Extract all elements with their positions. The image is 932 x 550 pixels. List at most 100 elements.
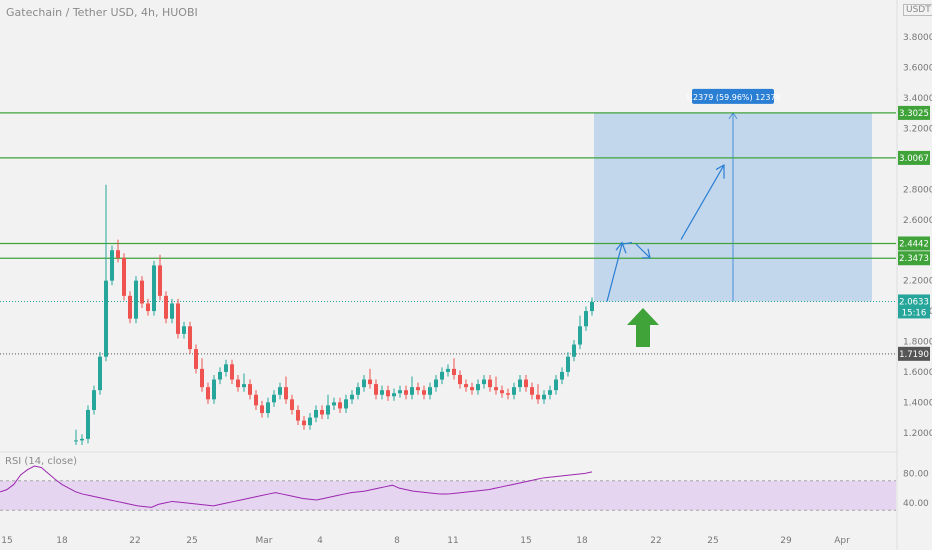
x-tick-label: 18 <box>576 536 588 546</box>
y-tick-label: 1.2000 <box>903 429 932 439</box>
level-price-tag <box>898 150 930 165</box>
candle-body <box>92 390 96 410</box>
candle-body <box>584 311 588 327</box>
x-tick-label: 25 <box>707 536 718 546</box>
currency-unit-badge[interactable]: USDT <box>903 4 932 16</box>
candle-body <box>110 250 114 281</box>
candle-body <box>476 384 480 391</box>
dotted-level-tag <box>898 294 930 319</box>
x-tick-label: 29 <box>780 536 792 546</box>
candle-body <box>566 356 570 372</box>
candle-body <box>344 399 348 409</box>
candle-body <box>182 326 186 334</box>
candle-body <box>332 402 336 406</box>
candle-body <box>290 399 294 410</box>
candle-body <box>338 402 342 409</box>
level-price-tag <box>898 105 930 120</box>
candle-body <box>200 368 204 388</box>
candle-body <box>230 364 234 380</box>
projection-path-2 <box>635 243 651 259</box>
level-price-label: 3.0067 <box>899 154 929 164</box>
candle-body <box>590 301 594 312</box>
candle-body <box>176 303 180 334</box>
y-tick-label: 2.6000 <box>903 216 932 226</box>
x-tick-label: 25 <box>186 536 197 546</box>
candle-body <box>404 390 408 395</box>
candle-body <box>302 420 306 426</box>
candle-body <box>266 402 270 414</box>
y-tick-label: 1.6000 <box>903 368 932 378</box>
candle-body <box>128 295 132 319</box>
x-tick-label: 18 <box>56 536 68 546</box>
x-tick-label: Mar <box>256 536 273 546</box>
candle-body <box>194 349 198 369</box>
projection-path-3 <box>680 164 725 240</box>
dotted-level-tag <box>898 346 930 361</box>
candle-body <box>236 379 240 388</box>
candle-body <box>134 280 138 319</box>
level-price-tag <box>898 251 930 266</box>
candle-body <box>422 390 426 395</box>
candle-body <box>254 394 258 406</box>
candle-body <box>206 387 210 400</box>
candle-body <box>218 371 222 380</box>
candle-body <box>278 387 282 395</box>
candle-body <box>116 250 120 258</box>
candle-body <box>494 387 498 391</box>
countdown-label: 15:16 <box>902 308 927 318</box>
candle-body <box>212 379 216 400</box>
x-tick-label: 22 <box>650 536 661 546</box>
candle-body <box>152 265 156 312</box>
y-tick-label: 3.2000 <box>903 125 932 135</box>
candle-body <box>560 371 564 380</box>
candle-body <box>170 303 174 319</box>
projection-arrowhead-2 <box>642 248 651 259</box>
candle-body <box>554 379 558 391</box>
candle-body <box>548 390 552 395</box>
y-tick-label: 3.6000 <box>903 64 932 74</box>
candle-body <box>326 405 330 415</box>
rsi-tick-label: 80.00 <box>903 469 929 479</box>
candle-body <box>374 384 378 395</box>
candle-body <box>248 384 252 395</box>
rsi-label: RSI (14, close) <box>5 456 78 467</box>
candle-body <box>530 387 534 395</box>
candle-body <box>80 438 84 441</box>
candle-body <box>416 387 420 391</box>
candle-body <box>386 390 390 397</box>
candle-body <box>410 387 414 395</box>
candle-body <box>578 326 582 345</box>
candle-body <box>488 379 492 388</box>
candle-body <box>296 409 300 421</box>
y-tick-label: 1.8000 <box>903 338 932 348</box>
candle-body <box>122 257 126 296</box>
candle-body <box>536 394 540 400</box>
candle-body <box>464 384 468 388</box>
candle-body <box>428 387 432 395</box>
level-price-tag <box>898 236 930 251</box>
candle-body <box>272 394 276 403</box>
projection-arrowhead-3 <box>715 163 725 179</box>
candle-body <box>350 394 354 400</box>
measure-label: 1.2379 (59.96%) 12379 <box>685 93 780 102</box>
candle-body <box>572 344 576 357</box>
x-tick-label: 8 <box>394 536 400 546</box>
level-price-label: 2.4442 <box>899 239 929 249</box>
candle-body <box>242 384 246 388</box>
level-price-label: 2.3473 <box>899 254 929 264</box>
candle-body <box>314 409 318 418</box>
candle-body <box>458 374 462 385</box>
candle-body <box>512 387 516 395</box>
dotted-level-label: 2.0633 <box>899 297 929 307</box>
candle-body <box>482 379 486 385</box>
candle-body <box>446 368 450 372</box>
candle-body <box>518 379 522 388</box>
y-tick-label: 3.8000 <box>903 33 932 43</box>
x-tick-label: 15 <box>520 536 531 546</box>
candle-body <box>146 303 150 312</box>
candle-body <box>140 280 144 304</box>
candle-body <box>98 356 102 391</box>
candle-body <box>506 393 510 395</box>
candle-body <box>500 390 504 394</box>
